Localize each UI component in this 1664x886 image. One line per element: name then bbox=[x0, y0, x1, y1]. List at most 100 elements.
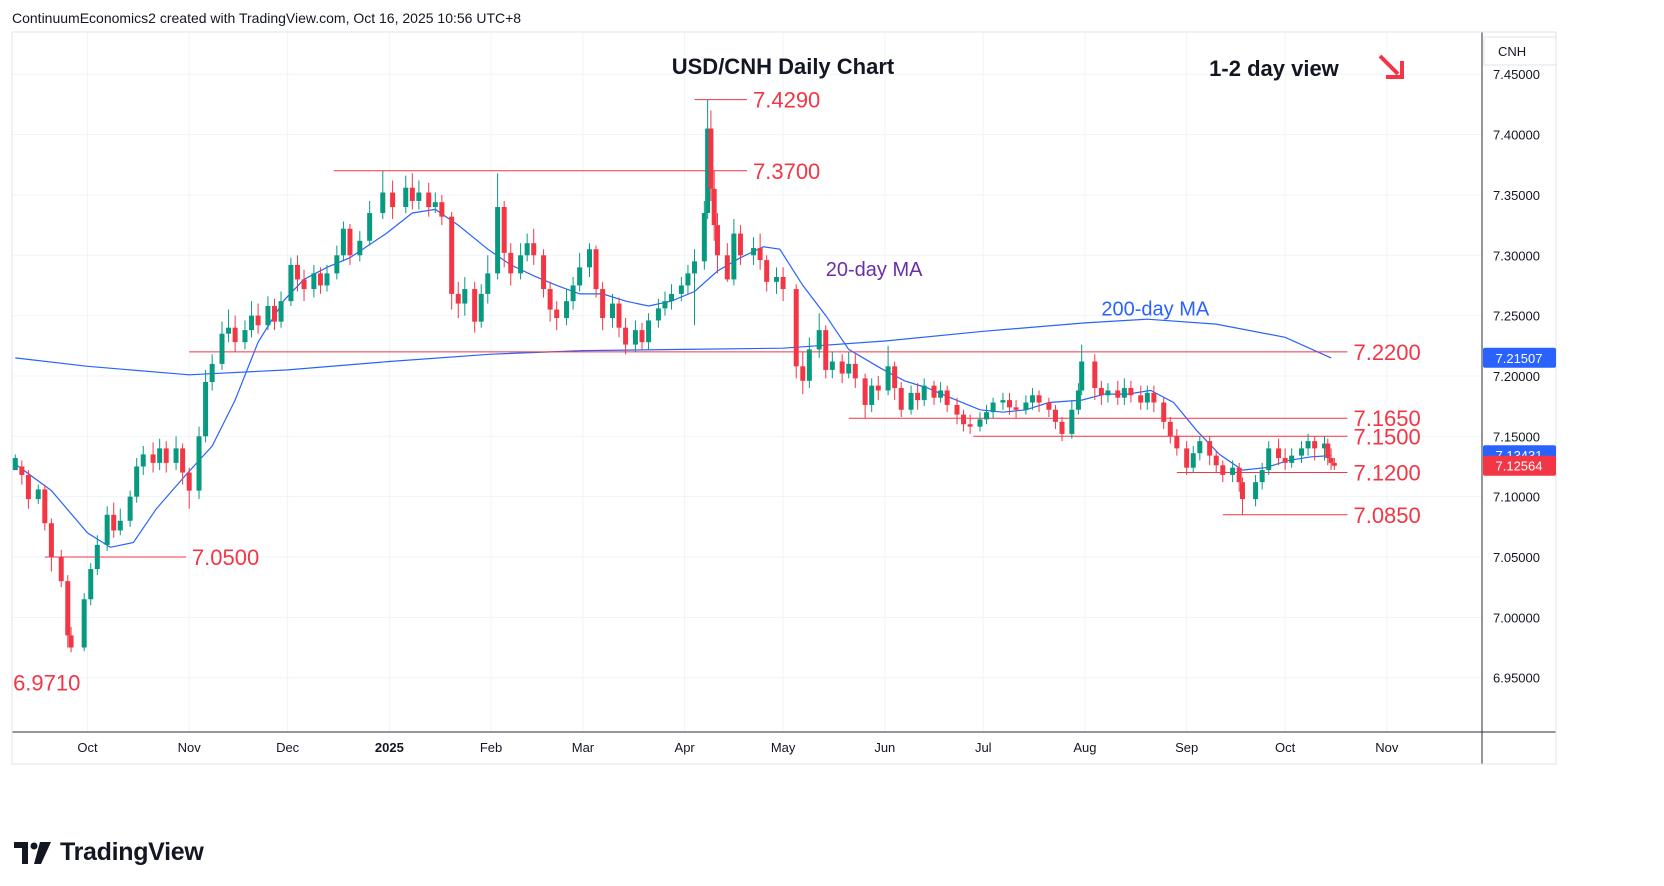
candle-body bbox=[157, 448, 163, 463]
candle-body bbox=[68, 635, 74, 648]
candle-body bbox=[984, 412, 990, 420]
x-tick-label: Feb bbox=[480, 740, 502, 755]
candle-body bbox=[577, 267, 583, 286]
candle-body bbox=[12, 458, 18, 471]
candle-body bbox=[685, 273, 691, 286]
candle-body bbox=[711, 188, 717, 226]
candle-body bbox=[416, 192, 422, 201]
candle-body bbox=[439, 202, 445, 217]
y-tick-label: 7.20000 bbox=[1493, 369, 1540, 384]
candle-body bbox=[701, 213, 707, 262]
candle-body bbox=[1013, 407, 1019, 410]
level-label: 7.1200 bbox=[1353, 461, 1420, 486]
time-axis[interactable]: Oct Nov Dec 2025 Feb Mar Apr May Jun Jul Aug Sep Oct… bbox=[77, 740, 1399, 755]
candle-body bbox=[1029, 395, 1035, 403]
candle-body bbox=[1151, 392, 1157, 403]
candle-body bbox=[751, 248, 757, 256]
candle-body bbox=[203, 382, 209, 437]
candle-body bbox=[1144, 392, 1150, 403]
candle-body bbox=[757, 248, 763, 261]
arrow-head bbox=[1386, 61, 1404, 79]
candle-body bbox=[678, 285, 684, 294]
price-badge bbox=[1483, 455, 1556, 476]
candle-body bbox=[600, 289, 606, 319]
candle-body bbox=[301, 279, 307, 290]
candle-body bbox=[1213, 455, 1219, 466]
candle-body bbox=[462, 289, 468, 304]
x-tick-label: Nov bbox=[1375, 740, 1399, 755]
level-label: 7.1500 bbox=[1353, 424, 1420, 449]
candle-body bbox=[816, 330, 822, 350]
candle-body bbox=[662, 301, 668, 309]
candle-body bbox=[508, 252, 514, 274]
candle-body bbox=[390, 192, 396, 207]
ma200-path bbox=[15, 318, 1332, 376]
candle-body bbox=[915, 392, 921, 401]
candle-body bbox=[1253, 482, 1259, 500]
candle-body bbox=[1036, 395, 1042, 403]
candle-body bbox=[432, 202, 438, 207]
candle-body bbox=[278, 301, 284, 322]
symbol-label: CNH bbox=[1498, 44, 1526, 59]
price-axis[interactable]: 7.45000 7.40000 7.35000 7.30000 7.25000 7.200… bbox=[1483, 36, 1557, 686]
candle-body bbox=[829, 361, 835, 370]
candle-body bbox=[324, 273, 330, 286]
level-label: 7.3700 bbox=[753, 159, 820, 184]
x-tick-label: Nov bbox=[178, 740, 202, 755]
candle-body bbox=[875, 385, 881, 391]
candle-body bbox=[862, 378, 868, 405]
candle-body bbox=[587, 249, 592, 268]
candle-body bbox=[547, 289, 553, 310]
candle-body bbox=[869, 385, 875, 405]
candle-body bbox=[265, 305, 271, 326]
candle-body bbox=[357, 240, 363, 256]
level-label: 7.1650 bbox=[1353, 406, 1420, 431]
candle-body bbox=[839, 361, 845, 374]
candlesticks bbox=[12, 99, 1337, 653]
level-label: 7.0850 bbox=[1353, 503, 1420, 528]
candle-body bbox=[1121, 388, 1127, 398]
candle-body bbox=[48, 523, 54, 557]
candle-body bbox=[347, 228, 353, 256]
x-tick-label: Jul bbox=[975, 740, 992, 755]
candle-body bbox=[1023, 402, 1029, 410]
candle-body bbox=[242, 330, 248, 343]
tradingview-logo[interactable]: TradingView bbox=[14, 838, 204, 867]
candle-body bbox=[1325, 443, 1331, 459]
candle-body bbox=[977, 419, 983, 427]
candle-body bbox=[163, 448, 169, 463]
candle-body bbox=[1239, 482, 1245, 500]
candle-body bbox=[1092, 361, 1098, 389]
level-lines bbox=[44, 99, 1348, 558]
candle-body bbox=[632, 330, 638, 345]
candle-body bbox=[639, 330, 645, 343]
candle-body bbox=[219, 333, 225, 364]
candle-body bbox=[226, 327, 232, 334]
candle-body bbox=[737, 233, 743, 256]
candle-body bbox=[1236, 467, 1242, 483]
candle-body bbox=[25, 474, 31, 500]
candle-body bbox=[478, 293, 484, 322]
candle-body bbox=[1312, 441, 1318, 449]
candle-body bbox=[944, 390, 950, 405]
candle-body bbox=[111, 514, 117, 531]
candle-body bbox=[1184, 448, 1190, 468]
x-tick-label: Sep bbox=[1175, 740, 1198, 755]
candle-body bbox=[88, 569, 94, 600]
candle-body bbox=[898, 388, 904, 410]
candle-body bbox=[570, 285, 576, 302]
candle-body bbox=[616, 303, 622, 328]
candle-body bbox=[150, 454, 156, 463]
grid bbox=[12, 32, 1482, 732]
level-label: 7.0500 bbox=[192, 545, 259, 570]
x-tick-label: 2025 bbox=[375, 740, 404, 755]
candle-body bbox=[1276, 448, 1282, 459]
candle-body bbox=[823, 330, 829, 370]
candle-body bbox=[472, 289, 478, 322]
candle-body bbox=[196, 436, 202, 491]
candle-body bbox=[65, 581, 71, 636]
candle-body bbox=[531, 243, 537, 256]
candle-body bbox=[921, 385, 927, 401]
